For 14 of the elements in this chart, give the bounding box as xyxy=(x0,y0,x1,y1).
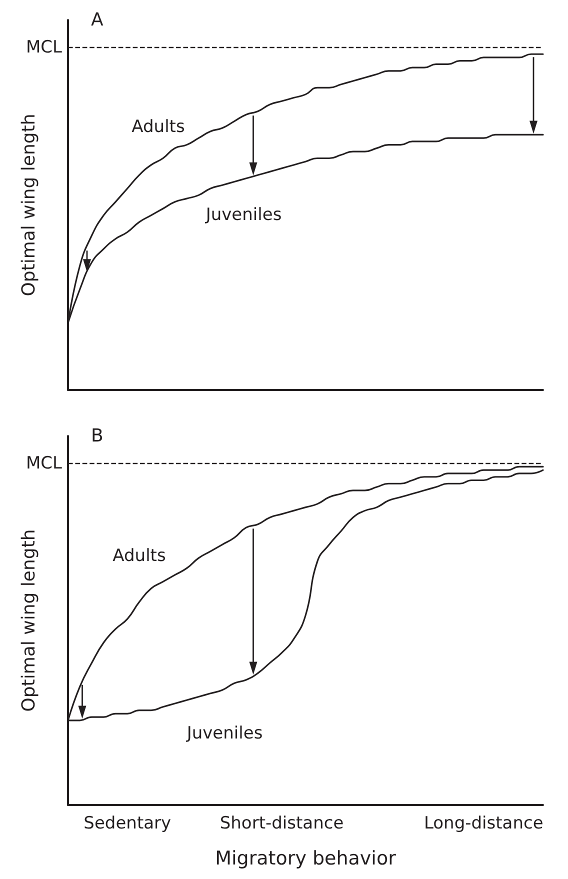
x-axis-title: Migratory behavior xyxy=(215,848,396,870)
x-tick-label: Long-distance xyxy=(424,814,544,834)
series-label: Juveniles xyxy=(186,724,263,744)
y-axis-title: Optimal wing length xyxy=(18,529,40,712)
chart-title: A xyxy=(91,10,104,30)
x-tick-label: Short-distance xyxy=(220,814,344,834)
chart-title: B xyxy=(91,426,104,446)
y-axis-title: Optimal wing length xyxy=(18,114,40,296)
series-label: Juveniles xyxy=(204,205,282,226)
series-label: Adults xyxy=(132,116,185,137)
x-tick-label: Sedentary xyxy=(84,814,172,834)
ref-line-label: MCL xyxy=(26,453,63,474)
ref-line-label: MCL xyxy=(26,37,63,58)
series-label: Adults xyxy=(112,546,166,566)
